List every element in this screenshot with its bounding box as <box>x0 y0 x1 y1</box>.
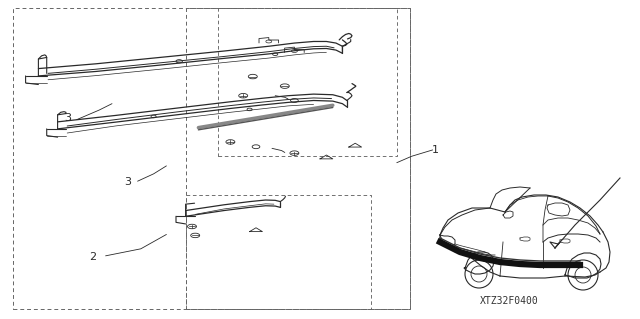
Text: 2: 2 <box>89 252 97 262</box>
Text: XTZ32F0400: XTZ32F0400 <box>479 296 538 307</box>
Text: 1: 1 <box>432 145 438 155</box>
Text: 3: 3 <box>64 113 70 123</box>
Text: 3: 3 <box>125 177 131 187</box>
